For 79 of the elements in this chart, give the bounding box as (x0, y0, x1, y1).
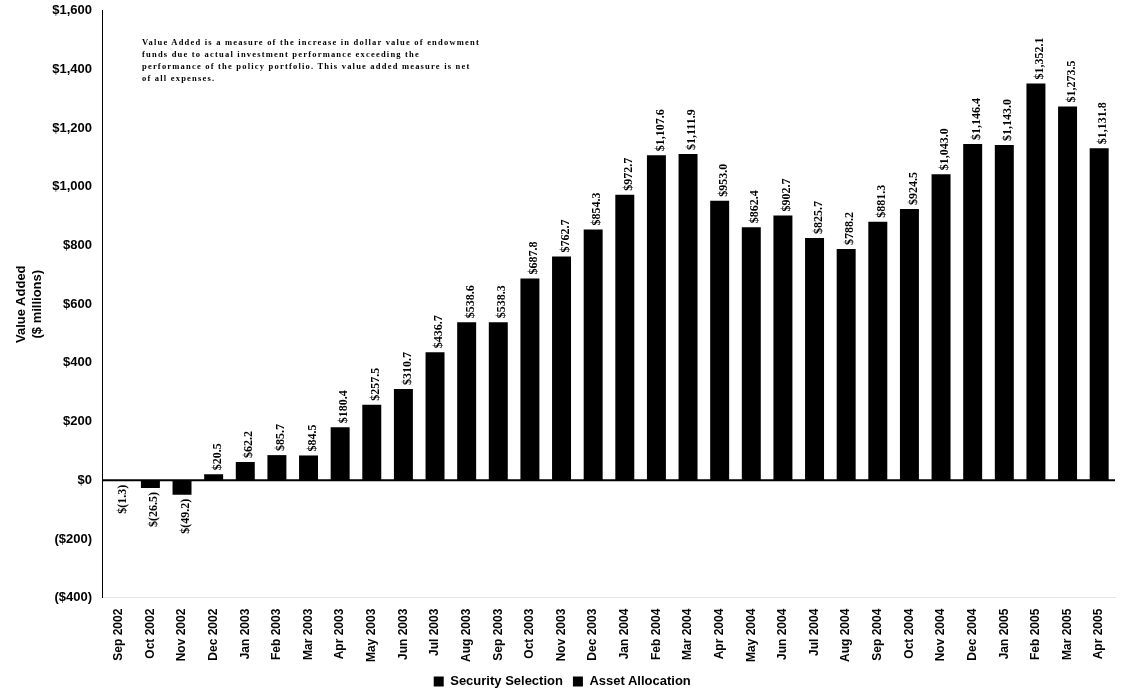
legend-label: Security Selection (450, 673, 563, 689)
data-label: $1,131.8 (1095, 102, 1110, 145)
data-label: $62.2 (241, 431, 256, 459)
data-label: $687.8 (526, 241, 541, 275)
data-label: $(49.2) (178, 498, 193, 534)
data-label: $538.6 (462, 285, 477, 319)
annotation: Value Added is a measure of the increase in dollar value of endowment funds due to actual investment performance exceeding the performance of the policy portfolio. This value added measure is net of all expenses. (142, 36, 481, 84)
y-tick-label: $200 (63, 413, 92, 429)
y-tick-label: $1,400 (52, 61, 92, 77)
data-label: $(26.5) (146, 492, 161, 528)
x-tick-label: Sep 2002 (111, 608, 126, 661)
data-label: $1,111.9 (684, 109, 699, 151)
x-tick-label: Jul 2003 (427, 608, 442, 656)
x-tick-label: Jun 2003 (395, 608, 410, 660)
y-tick-label: ($200) (54, 530, 92, 546)
x-tick-label: Feb 2004 (648, 608, 663, 660)
x-tick-label: Jul 2004 (806, 608, 821, 656)
data-label: $257.5 (367, 367, 382, 401)
y-tick-label: $0 (77, 471, 92, 487)
data-label: $788.2 (842, 211, 857, 245)
x-tick-label: Nov 2002 (174, 608, 189, 662)
y-tick-label: $800 (63, 237, 92, 253)
x-tick-label: Jan 2004 (617, 608, 632, 660)
data-label: $84.5 (304, 424, 319, 452)
x-tick-label: Mar 2005 (1059, 608, 1074, 660)
data-label: $1,143.0 (1000, 98, 1015, 141)
data-label: $(1.3) (114, 484, 129, 514)
y-tick-label: ($400) (54, 589, 92, 605)
x-tick-label: May 2004 (743, 608, 758, 662)
x-tick-label: Feb 2003 (269, 608, 284, 660)
x-tick-label: Sep 2003 (490, 608, 505, 661)
data-label: $180.4 (336, 390, 351, 424)
x-tick-label: Oct 2003 (522, 608, 537, 659)
x-tick-label: Oct 2002 (142, 608, 157, 659)
y-tick-label: $600 (63, 295, 92, 311)
data-label: $762.7 (557, 219, 572, 253)
y-tick-label: $1,600 (52, 2, 92, 18)
data-label: $1,146.4 (968, 97, 983, 140)
x-tick-label: Aug 2003 (458, 608, 473, 662)
x-tick-label: Nov 2003 (553, 608, 568, 662)
x-tick-label: Nov 2004 (933, 608, 948, 662)
x-tick-label: Apr 2004 (711, 608, 726, 660)
x-tick-label: Sep 2004 (870, 608, 885, 661)
data-label: $881.3 (873, 184, 888, 218)
data-label: $854.3 (589, 192, 604, 226)
x-tick-label: Jan 2005 (996, 608, 1011, 660)
x-tick-label: Dec 2004 (964, 608, 979, 661)
data-label: $902.7 (779, 178, 794, 212)
data-label: $310.7 (399, 352, 414, 386)
data-label: $924.5 (905, 172, 920, 205)
x-tick-label: Feb 2005 (1028, 608, 1043, 660)
x-tick-label: Oct 2004 (901, 608, 916, 659)
y-axis-title: Value Added ($ millions) (13, 265, 44, 343)
data-label: $436.7 (431, 315, 446, 349)
x-tick-label: Jan 2003 (237, 608, 252, 660)
data-label: $538.3 (494, 285, 509, 319)
x-tick-label: Mar 2004 (680, 608, 695, 660)
data-label: $20.5 (209, 443, 224, 471)
x-tick-label: Mar 2003 (300, 608, 315, 660)
y-tick-label: $1,000 (52, 178, 92, 194)
data-label: $825.7 (810, 200, 825, 234)
x-tick-label: Dec 2002 (205, 608, 220, 661)
x-tick-label: Jun 2004 (775, 608, 790, 660)
data-label: $1,273.5 (1063, 60, 1078, 103)
data-label: $1,352.1 (1032, 37, 1047, 80)
x-tick-label: Dec 2003 (585, 608, 600, 661)
legend-label: Asset Allocation (589, 673, 691, 689)
y-tick-label: $400 (63, 354, 92, 370)
x-tick-label: Aug 2004 (838, 608, 853, 662)
x-tick-label: Apr 2005 (1091, 608, 1106, 660)
data-label: $862.4 (747, 190, 762, 224)
data-label: $972.7 (620, 157, 635, 191)
y-tick-label: $1,200 (52, 119, 92, 135)
x-tick-label: May 2003 (364, 608, 379, 662)
data-label: $953.0 (715, 163, 730, 197)
x-tick-label: Apr 2003 (332, 608, 347, 660)
data-label: $85.7 (273, 424, 287, 452)
data-label: $1,107.6 (652, 109, 667, 152)
data-label: $1,043.0 (937, 128, 952, 171)
